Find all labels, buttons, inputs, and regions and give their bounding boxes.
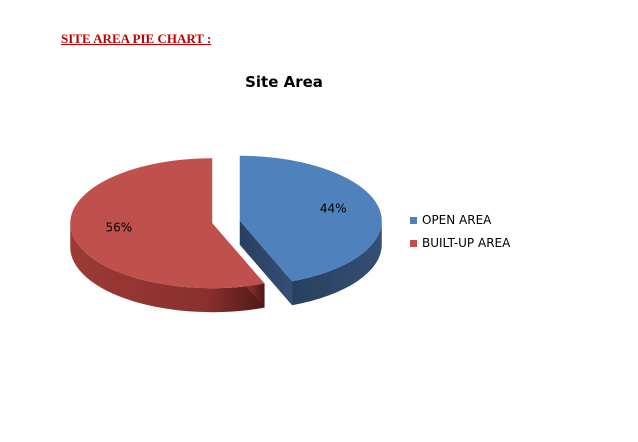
legend-swatch-0 <box>410 217 417 224</box>
pie-slice-top <box>239 155 382 282</box>
pie-slice-1: 56% <box>70 158 265 313</box>
page-heading: SITE AREA PIE CHART : <box>61 31 212 46</box>
legend-label-1: BUILT-UP AREA <box>422 236 511 250</box>
chart-title: Site Area <box>245 73 323 91</box>
pie-slice-top <box>70 158 265 289</box>
pie-slice-0: 44% <box>239 155 382 306</box>
pie-slice-side <box>70 223 265 313</box>
chart-legend: OPEN AREA BUILT-UP AREA <box>410 213 511 250</box>
pie-slice-cut-face <box>239 220 293 306</box>
data-label-1: 56% <box>105 220 132 234</box>
pie-slice-side <box>292 220 382 306</box>
legend-swatch-1 <box>410 240 417 247</box>
data-label-0: 44% <box>320 202 347 216</box>
legend-label-0: OPEN AREA <box>422 213 492 227</box>
